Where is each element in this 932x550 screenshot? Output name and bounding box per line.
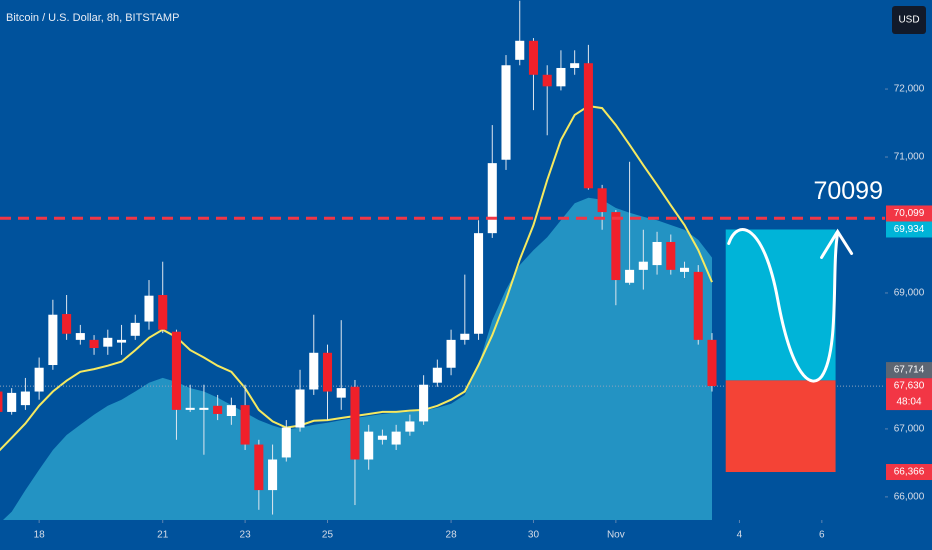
x-tick-label: 18 [34, 530, 46, 541]
candle-body [295, 389, 305, 428]
x-tick-label: 30 [528, 530, 540, 541]
projection-arrowhead [820, 228, 854, 259]
candle-body [707, 339, 717, 387]
candle-body [34, 367, 44, 392]
candle-body [281, 427, 291, 458]
candle-body [446, 339, 456, 368]
price-tag-label: 69,934 [894, 224, 925, 235]
candle-body [583, 63, 593, 189]
candle-body [652, 241, 662, 266]
candle-body [158, 295, 168, 330]
candle-body [240, 405, 250, 445]
candle-body [487, 163, 497, 234]
x-tick-label: 6 [819, 530, 825, 541]
candle-body [501, 65, 511, 160]
candle-body [364, 431, 374, 460]
candle-body [116, 339, 127, 343]
y-tick-label: 71,000 [894, 152, 925, 163]
candle-body [322, 352, 333, 392]
y-tick-label: 69,000 [894, 288, 925, 299]
price-tag [886, 378, 932, 411]
candle-body [226, 405, 236, 416]
projection-arrow [727, 228, 840, 383]
currency-button[interactable] [892, 6, 926, 34]
candle-body [171, 331, 181, 410]
candle-body [350, 386, 360, 460]
candle-body [460, 333, 470, 340]
x-tick-label: 21 [157, 530, 169, 541]
candle-body [185, 407, 195, 410]
candle-body [213, 405, 223, 414]
candle-body [515, 40, 525, 60]
price-axis: 72,000 71,000 69,000 67,000 66,000 66,366 67,6… [885, 84, 932, 503]
candle-body [336, 388, 346, 398]
candle-body [625, 269, 635, 283]
candle-body [542, 74, 552, 87]
y-tick-label: 67,000 [894, 424, 925, 435]
candle-body [89, 339, 99, 349]
candle-body [199, 407, 209, 410]
candle-body [419, 384, 429, 422]
candle-body [679, 267, 690, 272]
candle-body [7, 392, 17, 412]
indicator-area [0, 197, 712, 520]
candle-body [75, 333, 85, 340]
x-tick-label: 25 [322, 530, 334, 541]
candle-body [62, 314, 72, 334]
candle-body [254, 444, 264, 491]
candle-body [474, 233, 484, 334]
candle-body [405, 421, 415, 432]
plot-area [0, 0, 885, 520]
price-tag-label: 67,630 [894, 381, 925, 392]
candle-body [268, 459, 278, 491]
price-tag-label: 66,366 [894, 467, 925, 478]
price-tag-label: 70,099 [894, 208, 925, 219]
candle-body [597, 188, 607, 213]
candle-body [693, 271, 703, 340]
price-tag-countdown: 48:04 [896, 397, 921, 408]
candle-body [528, 40, 539, 75]
candle-body [432, 367, 442, 383]
level-annotation: 70099 [813, 177, 883, 205]
candle-body [20, 391, 30, 406]
candle-body [666, 241, 676, 270]
candle-body [0, 391, 3, 412]
x-tick-label: 4 [737, 530, 743, 541]
candle-body [130, 322, 140, 336]
candle-body [611, 212, 621, 281]
price-tag [886, 221, 932, 238]
profit-zone [725, 229, 836, 381]
price-tag [886, 205, 932, 222]
currency-button-label[interactable]: USD [898, 15, 919, 26]
price-tag-label: 67,714 [894, 365, 925, 376]
price-tag [886, 464, 932, 481]
candle-body [638, 261, 648, 270]
x-tick-label: Nov [607, 530, 625, 541]
chart-title: Bitcoin / U.S. Dollar, 8h, BITSTAMP [6, 12, 179, 24]
y-tick-label: 72,000 [894, 84, 925, 95]
candle-body [556, 67, 566, 87]
candle-body [391, 431, 401, 445]
candle-body [570, 63, 580, 68]
price-tag [886, 362, 932, 379]
candle-body [309, 352, 319, 390]
candle-body [103, 337, 113, 347]
x-tick-label: 23 [240, 530, 252, 541]
candle-body [144, 295, 154, 322]
candle-body [377, 435, 387, 440]
y-tick-label: 66,000 [894, 492, 925, 503]
loss-zone [725, 380, 836, 473]
x-tick-label: 28 [446, 530, 458, 541]
candle-body [48, 314, 58, 366]
